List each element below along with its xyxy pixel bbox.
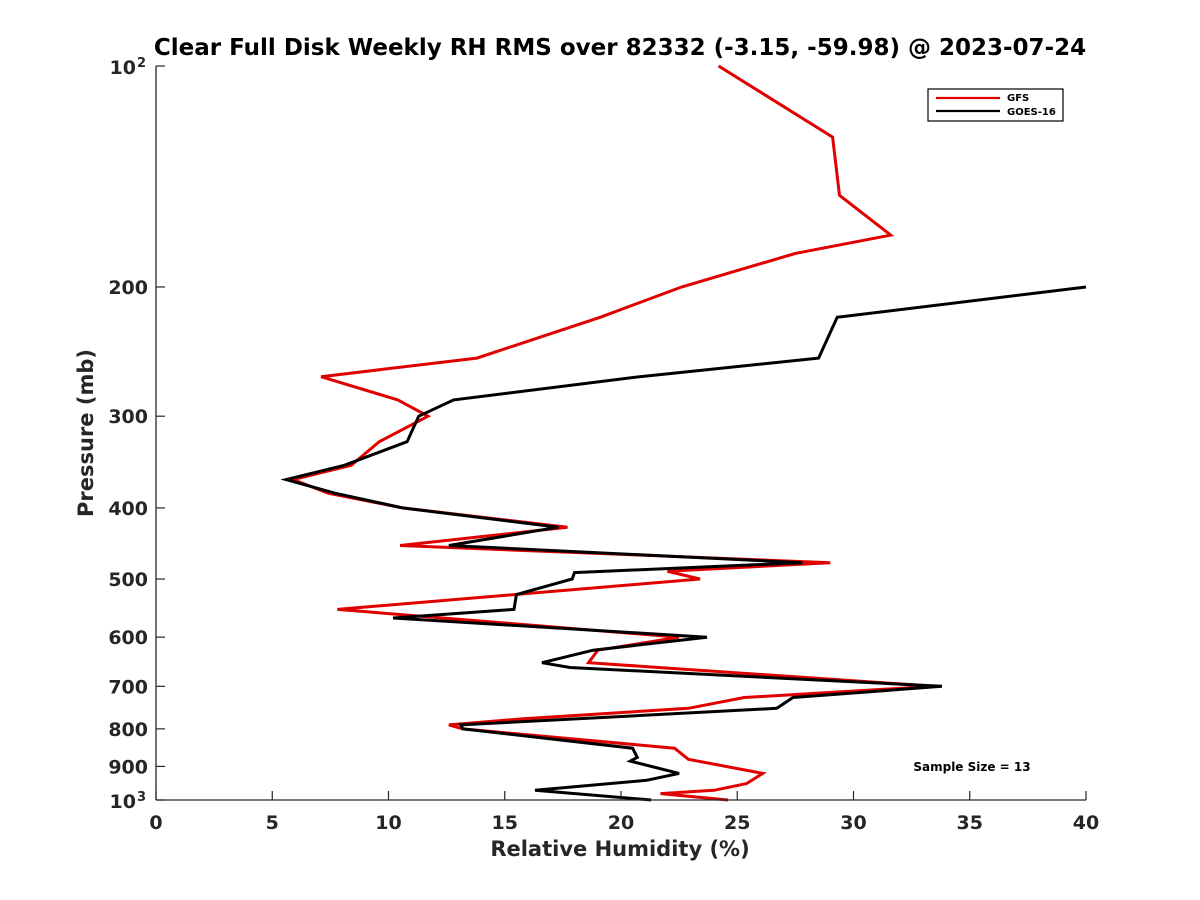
y-tick-label: 400: [108, 498, 148, 520]
series-line-goes16: [280, 285, 1087, 802]
x-tick-label: 5: [266, 812, 279, 834]
x-tick-label: 0: [149, 812, 162, 834]
x-tick-label: 30: [840, 812, 866, 834]
x-axis-label: Relative Humidity (%): [490, 837, 749, 861]
chart-title: Clear Full Disk Weekly RH RMS over 82332…: [154, 35, 1086, 61]
sample-size-annotation: Sample Size = 13: [913, 760, 1030, 774]
y-tick-label: 10: [110, 57, 136, 79]
y-tick-label: 500: [108, 569, 148, 591]
x-tick-label: 25: [724, 812, 750, 834]
y-tick-label: 900: [108, 756, 148, 778]
series-layer: [280, 64, 1087, 802]
legend-label-gfs: GFS: [1007, 93, 1029, 104]
y-tick-label-exponent: 2: [137, 56, 146, 71]
x-tick-label: 10: [375, 812, 401, 834]
legend-box: [927, 88, 1064, 122]
y-tick-label: 700: [108, 676, 148, 698]
y-axis-label: Pressure (mb): [74, 349, 98, 517]
x-tick-label: 15: [492, 812, 518, 834]
y-tick-label: 800: [108, 719, 148, 741]
series-line-gfs: [288, 64, 936, 802]
y-tick-label-exponent: 3: [137, 790, 146, 805]
legend: GFS GOES-16: [927, 88, 1064, 122]
x-tick-label: 40: [1073, 812, 1099, 834]
y-tick-label: 10: [110, 791, 136, 813]
y-tick-label: 300: [108, 406, 148, 428]
y-tick-label: 200: [108, 277, 148, 299]
legend-label-goes16: GOES-16: [1007, 107, 1056, 118]
y-tick-label: 600: [108, 627, 148, 649]
x-tick-label: 20: [608, 812, 634, 834]
x-tick-label: 35: [957, 812, 983, 834]
